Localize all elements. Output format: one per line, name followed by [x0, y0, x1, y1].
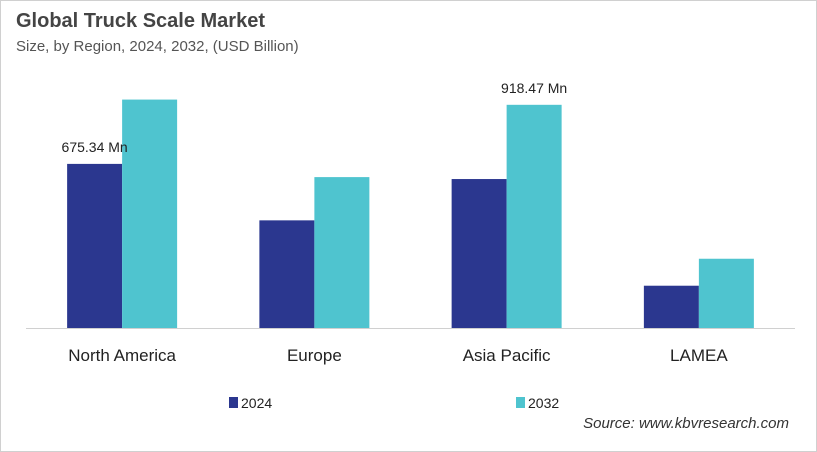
bar-2024-3 — [643, 285, 699, 328]
chart-subtitle: Size, by Region, 2024, 2032, (USD Billio… — [16, 38, 299, 55]
category-label: North America — [68, 346, 176, 365]
bar-2032-1 — [314, 177, 370, 328]
data-label: 675.34 Mn — [62, 139, 128, 155]
bar-2024-1 — [259, 220, 315, 328]
category-label: Europe — [287, 346, 342, 365]
bar-2024-2 — [451, 179, 507, 328]
data-label: 918.47 Mn — [501, 80, 567, 96]
source-note: Source: www.kbvresearch.com — [583, 415, 789, 432]
bar-2024-0 — [67, 163, 123, 328]
bar-2032-2 — [506, 104, 562, 328]
category-label: Asia Pacific — [463, 346, 551, 365]
legend-swatch-2032 — [516, 397, 525, 408]
legend-swatch-2024 — [229, 397, 238, 408]
category-label: LAMEA — [670, 346, 728, 365]
bar-2032-3 — [698, 258, 754, 328]
legend-label: 2024 — [241, 395, 272, 411]
chart-title: Global Truck Scale Market — [16, 10, 265, 32]
bar-2032-0 — [122, 99, 178, 328]
legend-label: 2032 — [528, 395, 559, 411]
